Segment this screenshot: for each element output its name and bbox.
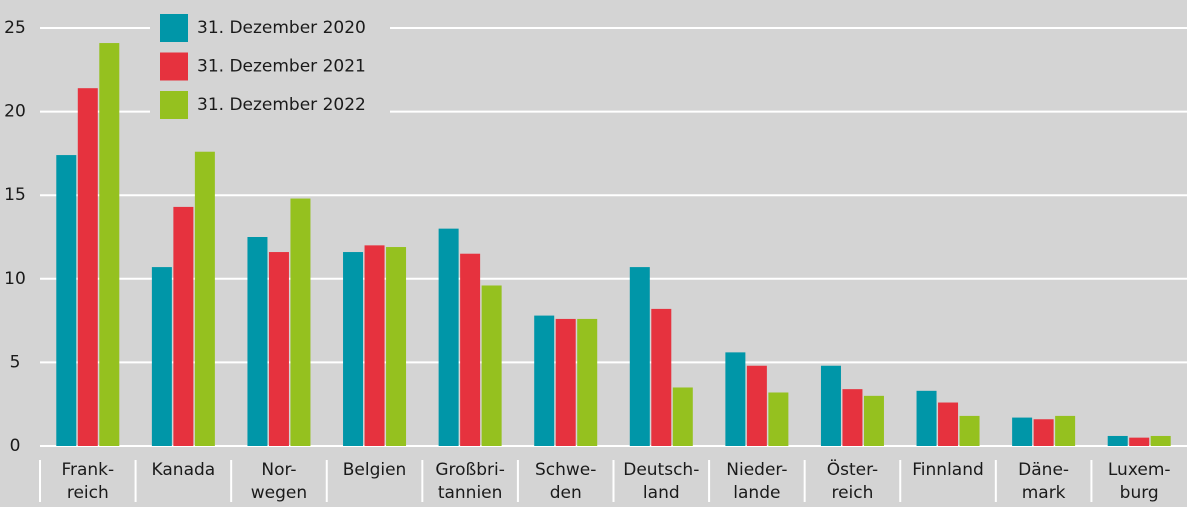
bar — [194, 151, 215, 446]
bar — [268, 252, 289, 446]
bar — [938, 402, 959, 446]
x-tick-label: Kanada — [152, 460, 216, 480]
x-tick-label-line: mark — [1022, 483, 1066, 503]
bar — [77, 88, 98, 446]
bar — [290, 198, 311, 446]
bar — [364, 245, 385, 446]
x-tick-label: Deutsch-land — [623, 460, 699, 503]
bar — [863, 395, 884, 446]
x-tick-label-line: den — [550, 483, 582, 503]
x-tick-label-line: Däne- — [1018, 460, 1069, 480]
x-tick-label-line: Nor- — [261, 460, 296, 480]
x-tick-label-line: burg — [1120, 483, 1159, 503]
y-tick-label: 15 — [4, 185, 26, 205]
y-tick-label: 5 — [10, 352, 21, 372]
x-tick-label-line: Kanada — [152, 460, 216, 480]
x-tick-label-line: Deutsch- — [623, 460, 699, 480]
bar — [438, 228, 459, 446]
bar — [651, 308, 672, 446]
x-tick-label-line: Luxem- — [1108, 460, 1171, 480]
x-tick-label-line: Schwe- — [535, 460, 596, 480]
legend-swatch — [160, 91, 188, 119]
bar — [481, 285, 502, 446]
x-tick-label-line: wegen — [251, 483, 307, 503]
x-tick-label: Däne-mark — [1018, 460, 1069, 503]
x-tick-label-line: land — [643, 483, 680, 503]
legend-swatch — [160, 14, 188, 42]
bar — [151, 267, 172, 446]
x-tick-label: Luxem-burg — [1108, 460, 1171, 503]
bar — [1129, 437, 1150, 446]
bar — [1107, 435, 1128, 446]
x-tick-label-line: Finnland — [912, 460, 984, 480]
bar — [343, 252, 364, 446]
bar — [555, 318, 576, 446]
bar — [1055, 415, 1076, 446]
bar — [386, 247, 407, 446]
bar — [629, 267, 650, 446]
legend-label: 31. Dezember 2020 — [197, 18, 366, 38]
legend-swatch — [160, 52, 188, 81]
bar — [1033, 419, 1054, 446]
bar — [1150, 435, 1171, 446]
legend-label: 31. Dezember 2022 — [197, 95, 366, 115]
bar — [247, 237, 268, 446]
x-tick-label-line: tannien — [438, 483, 503, 503]
x-tick-label-line: Nieder- — [726, 460, 787, 480]
bar — [672, 387, 693, 446]
x-tick-label: Schwe-den — [535, 460, 596, 503]
x-tick-label-line: reich — [831, 483, 873, 503]
bar — [725, 352, 746, 446]
x-tick-label-line: Belgien — [343, 460, 407, 480]
bar — [842, 389, 863, 446]
y-tick-label: 25 — [4, 18, 26, 38]
bar — [56, 155, 77, 446]
x-tick-label: Großbri-tannien — [435, 460, 505, 503]
bar — [534, 315, 555, 446]
bar — [746, 365, 767, 446]
x-tick-label-line: Frank- — [61, 460, 114, 480]
bar — [460, 253, 481, 446]
bar — [959, 415, 980, 446]
bar — [1012, 417, 1033, 446]
x-tick-label-line: Öster- — [827, 458, 878, 480]
x-tick-label: Frank-reich — [61, 460, 114, 503]
x-tick-label-line: lande — [733, 483, 780, 503]
x-tick-label: Öster-reich — [827, 458, 878, 503]
x-tick-label: Nieder-lande — [726, 460, 787, 503]
legend-background — [150, 10, 390, 125]
bar — [916, 390, 937, 446]
legend-label: 31. Dezember 2021 — [197, 57, 366, 77]
y-tick-label: 20 — [4, 102, 26, 122]
x-tick-label-line: reich — [67, 483, 109, 503]
x-tick-label: Belgien — [343, 460, 407, 480]
bar — [820, 365, 841, 446]
x-tick-label-line: Großbri- — [435, 460, 505, 480]
bar — [768, 392, 789, 446]
y-tick-label: 0 — [10, 436, 21, 456]
x-tick-label: Finnland — [912, 460, 984, 480]
bar — [99, 43, 120, 446]
x-tick-label: Nor-wegen — [251, 460, 307, 503]
y-tick-label: 10 — [4, 269, 26, 289]
bar — [577, 318, 598, 446]
bar — [173, 206, 194, 446]
